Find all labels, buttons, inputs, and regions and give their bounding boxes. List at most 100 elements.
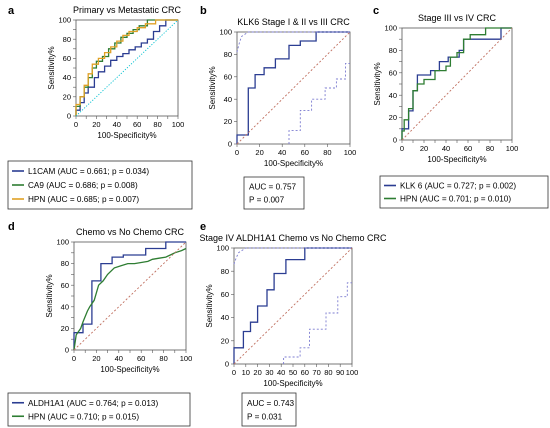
legend-box [241,392,297,427]
y-tick-label: 40 [221,313,229,322]
x-tick-label: 0 [235,148,239,157]
y-tick-label: 0 [393,136,397,145]
x-tick-label: 0 [74,120,78,129]
y-tick-label: 60 [224,72,232,81]
roc-curve [233,247,352,364]
panel-title: Chemo vs No Chemo CRC [76,227,185,237]
x-tick-label: 10 [242,368,250,377]
x-tick-label: 40 [115,354,123,363]
panel-label: d [8,221,15,233]
legend-entry: AUC = 0.743 [247,399,295,408]
y-tick-label: 60 [63,54,71,63]
y-tick-label: 0 [225,360,229,369]
x-tick-label: 0 [400,144,404,153]
x-tick-label: 90 [336,368,344,377]
panel-title: Stage III vs IV CRC [418,13,497,23]
legend-entry: AUC = 0.757 [249,183,297,192]
y-tick-label: 80 [221,267,229,276]
y-tick-label: 40 [61,302,69,311]
x-tick-label: 20 [420,144,428,153]
x-axis-label: 100-Specificity% [97,131,156,140]
panel-title: Primary vs Metastatic CRC [73,5,182,15]
legend-entry: CA9 (AUC = 0.686; p = 0.008) [28,181,138,190]
reference-line [236,31,350,53]
panel-label: c [373,5,379,17]
y-tick-label: 20 [389,113,397,122]
legend-box [7,392,191,427]
x-tick-label: 80 [323,148,331,157]
legend-box [243,176,305,210]
x-tick-label: 80 [159,354,167,363]
panel-d: d Chemo vs No Chemo CRC 0 20 40 60 80 100 0 20 40 6… [7,221,193,427]
x-tick-label: 20 [92,354,100,363]
x-tick-label: 30 [265,368,273,377]
reference-line [288,62,350,144]
y-axis-label: Sensitivity% [373,62,382,105]
roc-curve-aldh1a1 [73,241,186,350]
y-tick-label: 80 [63,35,71,44]
y-tick-label: 20 [224,117,232,126]
y-tick-label: 0 [65,346,69,355]
panel-label: b [200,5,207,17]
panel-title: Stage IV ALDH1A1 Chemo vs No Chemo CRC [199,233,387,243]
y-tick-label: 40 [224,95,232,104]
x-tick-label: 20 [255,148,263,157]
x-tick-label: 100 [344,148,357,157]
roc-curve-hpn [75,19,178,116]
x-tick-label: 40 [278,148,286,157]
reference-line [73,241,187,351]
x-tick-label: 0 [232,368,236,377]
y-tick-label: 100 [216,244,229,253]
y-tick-label: 60 [61,281,69,290]
x-tick-label: 70 [312,368,320,377]
y-tick-label: 20 [221,336,229,345]
y-tick-label: 40 [389,91,397,100]
y-axis-label: Sensitivity% [208,66,217,109]
x-tick-label: 60 [133,120,141,129]
y-tick-label: 100 [58,16,71,25]
panel-title: KLK6 Stage I & II vs III CRC [237,17,350,27]
legend-entry: KLK 6 (AUC = 0.727; p = 0.002) [400,182,516,191]
x-axis-label: 100-Specificity% [264,159,323,168]
x-tick-label: 60 [464,144,472,153]
reference-line [236,31,351,145]
reference-line [233,247,353,365]
x-tick-label: 100 [180,354,193,363]
x-tick-label: 100 [506,144,519,153]
legend-box [379,175,549,209]
y-axis-label: Sensitivity% [47,46,56,89]
y-tick-label: 100 [384,24,397,33]
y-tick-label: 80 [61,259,69,268]
roc-curve-hpn [73,247,187,351]
panel-label: e [200,221,206,233]
roc-curve-hpn [401,27,512,140]
x-tick-label: 20 [92,120,100,129]
reference-line [283,282,352,364]
reference-line [75,19,179,117]
panel-a: a Primary vs Metastatic CRC 0 20 40 60 80 100 0 2… [7,5,193,210]
x-tick-label: 20 [253,368,261,377]
y-tick-label: 100 [219,28,232,37]
x-tick-label: 40 [113,120,121,129]
y-tick-label: 0 [67,112,71,121]
y-axis-label: Sensitivity% [45,274,54,317]
y-tick-label: 0 [228,140,232,149]
y-tick-label: 20 [63,92,71,101]
y-tick-label: 60 [221,290,229,299]
x-tick-label: 100 [172,120,185,129]
legend-entry: HPN (AUC = 0.685; p = 0.007) [28,195,139,204]
x-tick-label: 40 [277,368,285,377]
x-axis-label: 100-Specificity% [427,155,486,164]
x-tick-label: 60 [137,354,145,363]
y-tick-label: 60 [389,68,397,77]
legend-box [7,160,193,210]
panel-c: c Stage III vs IV CRC 0 20 40 60 80 100 0 20 40 60 8… [373,5,549,209]
legend-entry: HPN (AUC = 0.710; p = 0.015) [28,412,139,421]
x-tick-label: 80 [324,368,332,377]
y-axis-label: Sensitivity% [205,284,214,327]
panel-label: a [8,5,15,17]
roc-curve [236,31,350,144]
